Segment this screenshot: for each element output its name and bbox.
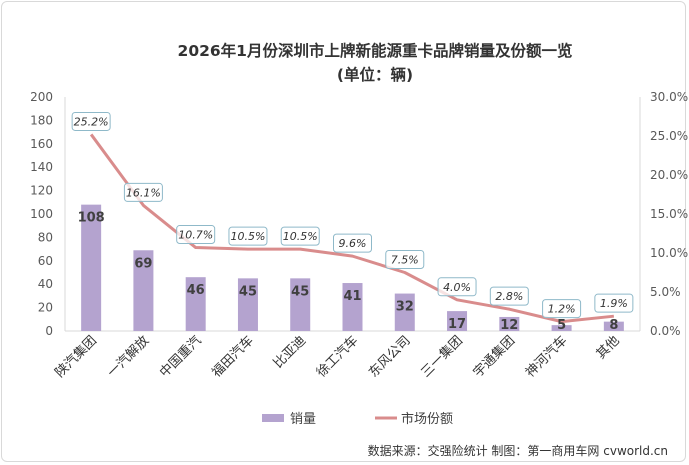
- left-axis-tick-label: 120: [30, 184, 53, 198]
- share-label-box: [333, 233, 372, 253]
- share-label-box: [228, 226, 268, 246]
- legend: 销量 市场份额: [262, 411, 453, 427]
- right-axis-tick-label: 25.0%: [650, 129, 688, 143]
- right-axis-tick-label: 15.0%: [650, 207, 688, 221]
- share-label-box: [594, 293, 634, 313]
- right-axis-tick-label: 10.0%: [650, 246, 688, 260]
- x-axis-category-label: 陕汽集团: [52, 333, 100, 381]
- legend-label-sales: 销量: [290, 412, 316, 427]
- share-label-box: [71, 111, 111, 131]
- left-axis-tick-label: 180: [30, 113, 53, 127]
- x-axis-category-label: 一汽解放: [105, 333, 152, 380]
- bar: [237, 278, 258, 331]
- share-label-box: [176, 225, 216, 245]
- right-axis-tick-label: 30.0%: [650, 90, 688, 104]
- share-label-box: [385, 250, 425, 269]
- bar: [81, 204, 102, 331]
- x-axis-category-label: 比亚迪: [271, 333, 309, 371]
- bar-value-label: 45: [239, 284, 257, 299]
- left-axis-tick-label: 60: [38, 254, 53, 268]
- left-axis-tick-label: 200: [30, 90, 53, 104]
- share-value-label: 10.5%: [283, 230, 318, 243]
- legend-label-share: 市场份额: [401, 411, 453, 427]
- share-label-box: [437, 277, 477, 297]
- bar-value-label: 32: [396, 300, 414, 315]
- right-axis-tick-label: 0.0%: [650, 324, 681, 338]
- bar: [133, 250, 154, 331]
- x-axis-category-label: 徐工汽车: [313, 333, 361, 381]
- bar-value-label: 12: [500, 318, 518, 333]
- bar: [185, 277, 206, 331]
- share-value-label: 9.6%: [339, 237, 367, 250]
- left-axis-tick-label: 160: [30, 137, 53, 151]
- bar: [603, 321, 624, 331]
- left-axis-tick-label: 0: [45, 324, 53, 338]
- left-axis-tick-label: 40: [38, 277, 53, 291]
- x-axis-category-label: 福田汽车: [209, 333, 257, 381]
- source-note: 数据来源：交强险统计 制图：第一商用车网 cvworld.cn: [368, 443, 668, 458]
- bar: [394, 293, 415, 331]
- bar: [342, 283, 363, 331]
- bar-series: [81, 204, 624, 331]
- bar-value-label: 69: [134, 256, 152, 271]
- bar-value-label: 5: [557, 318, 566, 333]
- bar: [290, 278, 311, 331]
- bar: [499, 316, 520, 331]
- bar-value-label: 45: [291, 284, 309, 299]
- chart-subtitle: (单位：辆): [337, 65, 413, 84]
- share-label-box: [280, 226, 320, 246]
- share-value-label: 2.8%: [495, 290, 523, 303]
- share-label-box: [489, 286, 529, 306]
- share-value-label: 7.5%: [391, 254, 419, 267]
- share-value-label: 25.2%: [74, 115, 109, 128]
- share-value-label: 1.9%: [600, 297, 628, 310]
- share-value-label: 16.1%: [126, 186, 161, 199]
- x-axis-category-label: 三一集团: [418, 333, 466, 381]
- bar-value-label: 46: [187, 283, 205, 298]
- data-labels: 108 69 46 45 45 41 32 17 12 5 8 25.2% 16.1% 10.7% 10.5…: [71, 111, 634, 333]
- bar-value-label: 108: [78, 211, 105, 226]
- bar: [551, 325, 572, 331]
- share-label-box: [542, 299, 582, 319]
- bar-value-label: 17: [448, 317, 466, 332]
- left-axis-tick-label: 20: [38, 301, 53, 315]
- legend-swatch-sales: [262, 414, 284, 422]
- left-axis-tick-label: 100: [30, 207, 53, 221]
- x-axis-category-label: 东风公司: [366, 333, 413, 380]
- share-value-label: 1.2%: [548, 303, 576, 316]
- left-axis-tick-label: 80: [38, 230, 53, 244]
- share-value-label: 4.0%: [443, 281, 471, 294]
- bar: [447, 311, 468, 331]
- right-axis-tick-label: 20.0%: [650, 168, 688, 182]
- x-axis-category-label: 宇通集团: [470, 333, 518, 381]
- left-axis-tick-label: 140: [30, 160, 53, 174]
- right-axis-tick-label: 5.0%: [650, 285, 681, 299]
- chart-title: 2026年1月份深圳市上牌新能源重卡品牌销量及份额一览: [178, 41, 573, 60]
- bar-value-label: 41: [343, 289, 361, 304]
- share-value-label: 10.7%: [178, 229, 213, 242]
- x-axis-category-label: 其他: [594, 333, 623, 362]
- x-axis-category-label: 中国重汽: [156, 333, 204, 381]
- x-axis-category-label: 神河汽车: [522, 333, 570, 381]
- share-label-box: [123, 182, 163, 202]
- bar-value-label: 8: [609, 318, 618, 333]
- share-value-label: 10.5%: [230, 230, 265, 243]
